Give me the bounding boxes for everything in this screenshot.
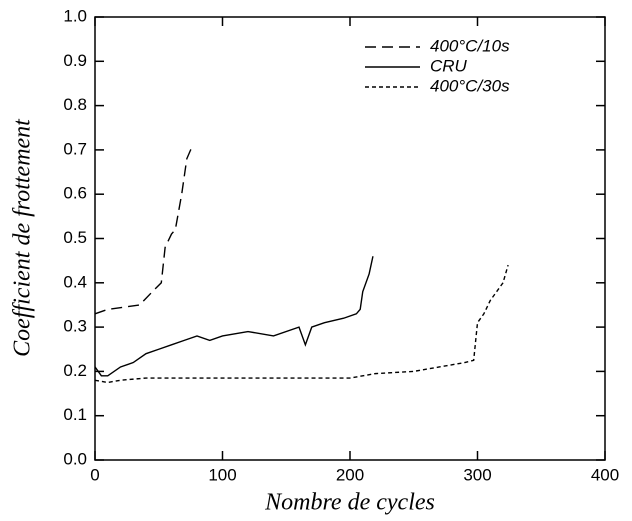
y-tick-label: 0.9 — [63, 51, 87, 70]
y-tick-label: 0.7 — [63, 139, 87, 158]
y-tick-label: 0.2 — [63, 361, 87, 380]
y-tick-label: 0.8 — [63, 95, 87, 114]
y-tick-label: 0.5 — [63, 228, 87, 247]
x-tick-label: 400 — [591, 465, 619, 484]
legend-label: 400°C/10s — [430, 36, 510, 55]
series-line — [94, 256, 374, 377]
y-tick-label: 0.6 — [63, 184, 87, 203]
legend-label: 400°C/30s — [430, 76, 510, 95]
y-tick-label: 0.3 — [63, 317, 87, 336]
legend-label: CRU — [430, 56, 468, 75]
series-line — [94, 149, 195, 315]
y-tick-label: 0.4 — [63, 272, 87, 291]
series-line — [94, 264, 509, 384]
y-axis-label: Coefficient de frottement — [10, 118, 36, 357]
x-axis-label: Nombre de cycles — [264, 490, 435, 516]
x-tick-label: 200 — [336, 465, 364, 484]
y-tick-label: 0.1 — [63, 405, 87, 424]
y-tick-label: 0.0 — [63, 449, 87, 468]
x-tick-label: 0 — [90, 465, 99, 484]
x-tick-label: 100 — [208, 465, 236, 484]
y-tick-label: 1.0 — [63, 6, 87, 25]
plot-frame — [94, 16, 606, 461]
x-tick-label: 300 — [463, 465, 491, 484]
